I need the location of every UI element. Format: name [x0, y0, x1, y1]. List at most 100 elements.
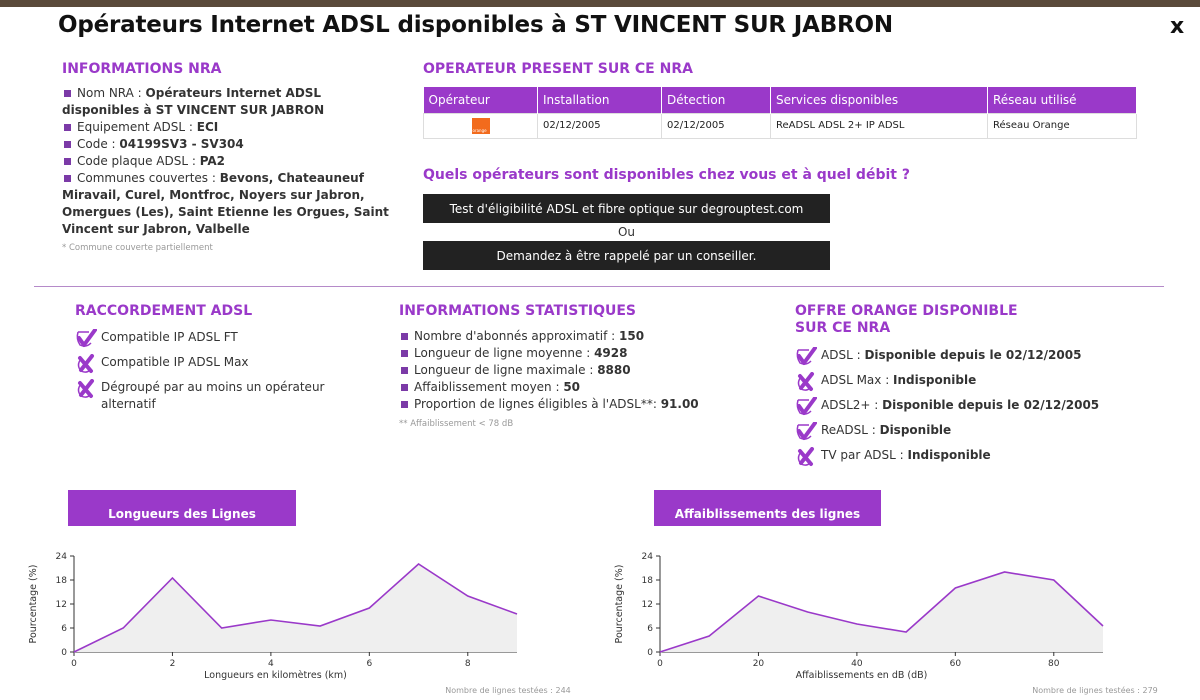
- close-button[interactable]: x: [1170, 14, 1185, 39]
- callback-button[interactable]: Demandez à être rappelé par un conseille…: [423, 241, 830, 270]
- offre-value: Indisponible: [893, 373, 977, 387]
- y-tick-label: 0: [61, 648, 67, 658]
- nra-item-value: Bevons, Chateauneuf Miravail, Curel, Mon…: [62, 171, 389, 236]
- y-axis-label: Pourcentage (%): [614, 565, 625, 644]
- nra-item-label: Code :: [77, 137, 120, 151]
- stat-value: 4928: [594, 346, 628, 360]
- bullet-icon: [401, 366, 408, 374]
- stats-heading: INFORMATIONS STATISTIQUES: [399, 303, 636, 319]
- nra-item-label: Communes couvertes :: [77, 171, 220, 185]
- list-item: ADSL2+ : Disponible depuis le 02/12/2005: [795, 397, 1125, 417]
- column-header: Réseau utilisé: [987, 87, 1137, 113]
- nra-info-list: Nom NRA : Opérateurs Internet ADSL dispo…: [62, 85, 392, 238]
- nra-item-label: Code plaque ADSL :: [77, 154, 200, 168]
- y-tick-label: 0: [647, 648, 653, 658]
- line-length-chart: 0 6 12 18 24 0 2 4 6 8 Pourcentage (%) Longueurs en…: [0, 540, 600, 700]
- raccordement-item-text: Dégroupé par au moins un opérateur alter…: [101, 380, 325, 411]
- column-header: Installation: [537, 87, 662, 113]
- x-tick-label: 4: [268, 659, 274, 669]
- column-header: Détection: [661, 87, 771, 113]
- y-tick-label: 18: [642, 576, 654, 586]
- raccordement-list: Compatible IP ADSL FT Compatible IP ADSL…: [75, 329, 335, 413]
- stat-value: 150: [619, 329, 645, 343]
- list-item: ReADSL : Disponible: [795, 422, 1125, 442]
- installation-cell: 02/12/2005: [537, 112, 662, 139]
- series-area: [660, 572, 1103, 652]
- nra-item-value: PA2: [199, 154, 226, 168]
- cross-icon: [75, 379, 97, 399]
- x-tick-label: 0: [657, 659, 663, 669]
- offre-value: Disponible: [879, 423, 952, 437]
- offre-label: TV par ADSL :: [821, 448, 908, 462]
- nra-item-name: Nom NRA : Opérateurs Internet ADSL dispo…: [62, 85, 392, 119]
- stat-label: Affaiblissement moyen :: [414, 380, 564, 394]
- services-cell: ReADSL ADSL 2+ IP ADSL: [770, 112, 988, 139]
- or-text: Ou: [617, 225, 636, 239]
- x-tick-label: 40: [851, 659, 863, 669]
- bullet-icon: [401, 400, 408, 408]
- offre-value: Disponible depuis le 02/12/2005: [864, 348, 1082, 362]
- nra-item-label: Equipement ADSL :: [77, 120, 197, 134]
- orange-logo-icon: orange: [471, 117, 490, 134]
- column-header: Opérateur: [423, 87, 538, 113]
- eligibility-test-button[interactable]: Test d'éligibilité ADSL et fibre optique…: [423, 194, 830, 223]
- nra-item-value: 04199SV3 - SV304: [119, 137, 244, 151]
- offre-value: Disponible depuis le 02/12/2005: [882, 398, 1100, 412]
- stats-list: Nombre d'abonnés approximatif : 150 Long…: [399, 328, 739, 413]
- chart2-svg: 0 6 12 18 24 0 20 40 60 80 Pourcentage (%) Affaibli…: [614, 552, 1158, 695]
- top-strip: [0, 0, 1200, 7]
- raccordement-item-text: Compatible IP ADSL Max: [101, 355, 249, 369]
- raccordement-section: RACCORDEMENT ADSL Compatible IP ADSL FT …: [75, 303, 335, 418]
- nra-note: * Commune couverte partiellement: [62, 243, 213, 253]
- nra-item-equipement: Equipement ADSL : ECI: [62, 119, 392, 136]
- bullet-icon: [401, 332, 408, 340]
- tested-lines-footer: Nombre de lignes testées : 244: [445, 685, 571, 695]
- stat-label: Nombre d'abonnés approximatif :: [414, 329, 620, 343]
- series-line: [73, 562, 518, 653]
- check-icon: [75, 329, 97, 349]
- cross-icon: [795, 372, 817, 392]
- nra-info-section: INFORMATIONS NRA Nom NRA : Opérateurs In…: [62, 61, 392, 253]
- bullet-icon: [64, 140, 71, 148]
- tested-lines-footer: Nombre de lignes testées : 279: [1032, 685, 1158, 695]
- bullet-icon: [64, 174, 71, 182]
- offre-label: ADSL2+ :: [821, 398, 883, 412]
- table-row: orange 02/12/2005 02/12/2005 ReADSL ADSL…: [423, 112, 1137, 139]
- y-tick-label: 24: [56, 552, 68, 562]
- raccordement-item-text: Compatible IP ADSL FT: [101, 330, 238, 344]
- x-axis-label: Affaiblissements en dB (dB): [796, 670, 928, 681]
- detection-cell: 02/12/2005: [661, 112, 771, 139]
- check-icon: [795, 347, 817, 367]
- chart1-title-tab: Longueurs des Lignes: [68, 490, 296, 526]
- offre-section: OFFRE ORANGE DISPONIBLE SUR CE NRA ADSL :…: [795, 303, 1125, 472]
- list-item: Dégroupé par au moins un opérateur alter…: [75, 379, 335, 413]
- x-tick-label: 2: [170, 659, 176, 669]
- table-header-row: Opérateur Installation Détection Service…: [423, 87, 1137, 113]
- list-item: Nombre d'abonnés approximatif : 150: [399, 328, 739, 345]
- series-area: [74, 564, 517, 652]
- offre-label: ADSL Max :: [821, 373, 894, 387]
- nra-item-label: Nom NRA :: [77, 86, 146, 100]
- y-axis-label: Pourcentage (%): [28, 565, 39, 644]
- nra-item-communes: Communes couvertes : Bevons, Chateauneuf…: [62, 170, 392, 238]
- nra-item-code: Code : 04199SV3 - SV304: [62, 136, 392, 153]
- nra-heading: INFORMATIONS NRA: [62, 61, 222, 77]
- operator-heading: OPERATEUR PRESENT SUR CE NRA: [423, 61, 693, 77]
- bullet-icon: [64, 123, 71, 131]
- series-line: [659, 571, 1104, 653]
- nra-item-value: Opérateurs Internet ADSL disponibles à S…: [62, 86, 325, 117]
- offre-heading-line2: SUR CE NRA: [795, 320, 891, 336]
- stat-value: 50: [563, 380, 581, 394]
- section-divider: [34, 286, 1164, 287]
- stat-label: Proportion de lignes éligibles à l'ADSL*…: [414, 397, 661, 411]
- stat-label: Longueur de ligne maximale :: [414, 363, 598, 377]
- offre-label: ADSL :: [821, 348, 865, 362]
- cross-icon: [795, 447, 817, 467]
- check-icon: [795, 397, 817, 417]
- list-item: Longueur de ligne maximale : 8880: [399, 362, 739, 379]
- bullet-icon: [401, 383, 408, 391]
- offre-list: ADSL : Disponible depuis le 02/12/2005 A…: [795, 347, 1125, 467]
- raccordement-heading: RACCORDEMENT ADSL: [75, 303, 253, 319]
- bullet-icon: [401, 349, 408, 357]
